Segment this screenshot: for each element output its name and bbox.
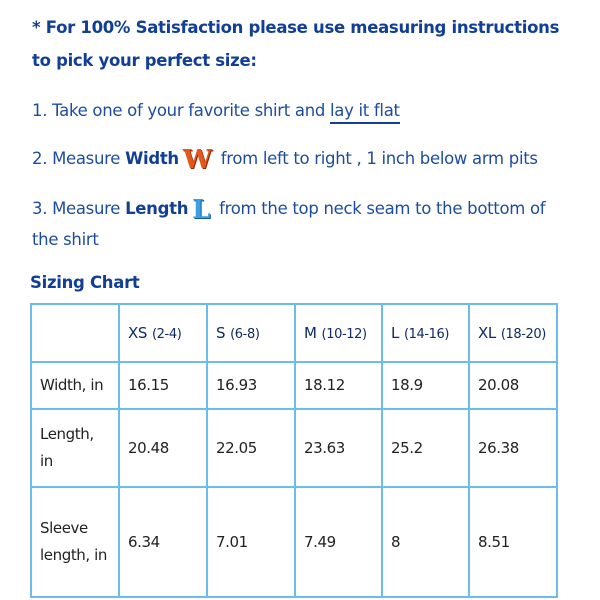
width-label: Width xyxy=(125,149,179,168)
corner-cell xyxy=(30,303,120,363)
step-2-suffix: from left to right , 1 inch below arm pi… xyxy=(215,149,538,168)
table-cell: 20.08 xyxy=(468,361,558,410)
table-cell: 16.15 xyxy=(118,361,208,410)
width-w-icon: W xyxy=(182,145,212,175)
table-cell: 22.05 xyxy=(206,408,296,488)
sizing-chart-title: Sizing Chart xyxy=(30,273,140,292)
table-cell: 20.48 xyxy=(118,408,208,488)
step-1: 1. Take one of your favorite shirt and l… xyxy=(32,101,400,124)
table-cell: 23.63 xyxy=(294,408,383,488)
table-row: Length, in 20.48 22.05 23.63 25.2 26.38 xyxy=(30,408,558,488)
row-label: Sleeve length, in xyxy=(30,486,120,598)
length-label: Length xyxy=(125,199,189,218)
column-header: L (14-16) xyxy=(381,303,470,363)
step-2: 2. Measure Width W from left to right , 1… xyxy=(32,145,538,175)
step-1-text: 1. Take one of your favorite shirt and xyxy=(32,101,330,120)
sizing-chart-table: XS (2-4) S (6-8) M (10-12) L (14-16) XL (18-2… xyxy=(30,303,558,598)
table-cell: 7.49 xyxy=(294,486,383,598)
table-cell: 26.38 xyxy=(468,408,558,488)
column-header: M (10-12) xyxy=(294,303,383,363)
table-cell: 16.93 xyxy=(206,361,296,410)
step-3-text: 3. Measure xyxy=(32,199,126,218)
table-cell: 8 xyxy=(381,486,470,598)
length-l-icon: L xyxy=(192,195,211,225)
step-3: 3. Measure Length L from the top neck sea… xyxy=(32,195,546,225)
row-label: Length, in xyxy=(30,408,120,488)
step-3-suffix: from the top neck seam to the bottom of xyxy=(214,199,546,218)
step-2-text: 2. Measure xyxy=(32,149,126,168)
table-cell: 7.01 xyxy=(206,486,296,598)
row-label: Width, in xyxy=(30,361,120,410)
table-cell: 8.51 xyxy=(468,486,558,598)
intro-line-1: * For 100% Satisfaction please use measu… xyxy=(32,18,560,37)
column-header: XL (18-20) xyxy=(468,303,558,363)
step-3-continuation: the shirt xyxy=(32,230,99,249)
table-row: Sleeve length, in 6.34 7.01 7.49 8 8.51 xyxy=(30,486,558,598)
column-header: S (6-8) xyxy=(206,303,296,363)
table-cell: 6.34 xyxy=(118,486,208,598)
table-cell: 25.2 xyxy=(381,408,470,488)
table-cell: 18.9 xyxy=(381,361,470,410)
intro-line-2: to pick your perfect size: xyxy=(32,51,257,70)
lay-it-flat-link[interactable]: lay it flat xyxy=(330,101,400,124)
table-header-row: XS (2-4) S (6-8) M (10-12) L (14-16) XL (18-2… xyxy=(30,303,558,363)
table-row: Width, in 16.15 16.93 18.12 18.9 20.08 xyxy=(30,361,558,410)
column-header: XS (2-4) xyxy=(118,303,208,363)
table-cell: 18.12 xyxy=(294,361,383,410)
